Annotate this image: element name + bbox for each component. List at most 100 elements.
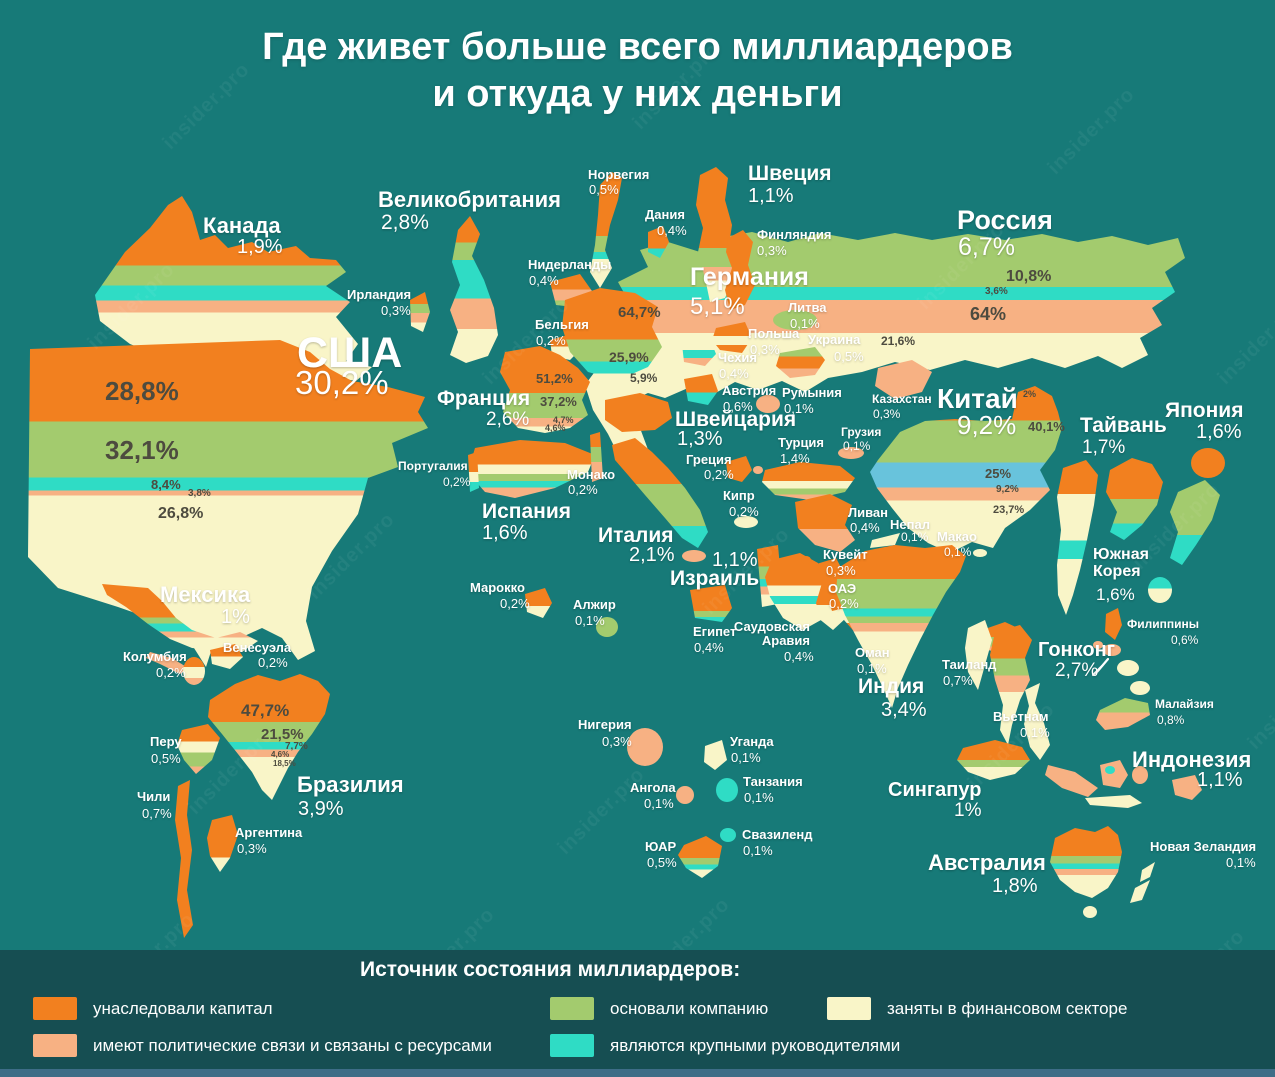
- country-value-norway: 0,5%: [589, 182, 619, 197]
- country-name-usa: США: [297, 329, 403, 377]
- country-name-oman: Оман: [855, 645, 890, 660]
- country-shape-sicily: [682, 550, 706, 562]
- country-name-finland: Финляндия: [757, 227, 832, 242]
- country-name-nigeria: Нигерия: [578, 717, 632, 732]
- country-shape-south-africa: [678, 836, 722, 878]
- country-value-venezuela: 0,2%: [258, 655, 288, 670]
- country-shape-new-zealand-south: [1130, 880, 1150, 903]
- country-value-singapore: 1%: [954, 800, 982, 821]
- legend-item-label: являются крупными руководителями: [610, 1035, 901, 1055]
- country-name-romania: Румыния: [782, 385, 842, 400]
- country-value-malaysia: 0,8%: [1157, 713, 1185, 727]
- country-shape-norway: [590, 172, 622, 288]
- country-value-lebanon: 0,4%: [850, 520, 880, 535]
- country-shape-morocco: [525, 588, 552, 618]
- country-name-mexico: Мексика: [160, 582, 251, 607]
- country-shape-macao: [973, 549, 987, 557]
- country-shape-malaysia: [1096, 698, 1150, 730]
- country-shape-kazakhstan: [875, 360, 932, 399]
- country-name-spain: Испания: [482, 500, 571, 523]
- country-name-georgia: Грузия: [841, 425, 882, 439]
- country-name-kazakhstan: Казахстан: [872, 392, 932, 406]
- segment-label-usa-inherited: 28,8%: [105, 376, 179, 406]
- country-value-netherlands: 0,4%: [529, 273, 559, 288]
- country-name-turkey: Турция: [778, 435, 825, 450]
- country-name-monaco: Монако: [567, 467, 616, 482]
- country-name-egypt: Египет: [693, 624, 737, 639]
- segment-label-france-political: 4,7%: [553, 415, 574, 425]
- country-value-argentina: 0,3%: [237, 841, 267, 856]
- segment-label-usa-executives: 8,4%: [151, 477, 181, 492]
- legend-item-executives: являются крупными руководителями: [550, 1034, 900, 1057]
- country-shape-tasmania: [1083, 906, 1097, 918]
- country-name-saudi-arabia: Саудовская Аравия: [733, 619, 810, 649]
- legend: [0, 950, 1275, 1069]
- country-shape-iran-region: [795, 494, 855, 552]
- legend-item-label: унаследовали капитал: [93, 998, 273, 1018]
- country-value-thailand: 0,7%: [943, 673, 973, 688]
- country-value-germany: 5,1%: [690, 293, 745, 320]
- country-value-oman: 0,1%: [857, 661, 887, 676]
- country-name-macao: Макао: [937, 529, 977, 544]
- legend-item-label: основали компанию: [610, 998, 769, 1018]
- country-name-ukraine: Украина: [808, 332, 861, 347]
- country-value-mexico: 1%: [221, 606, 250, 628]
- country-shape-thailand: [990, 625, 1032, 745]
- country-name-new-zealand: Новая Зеландия: [1150, 839, 1257, 854]
- country-shape-brazil: [208, 674, 330, 800]
- country-shape-portugal: [468, 452, 479, 492]
- country-value-nepal: 0,1%: [901, 530, 929, 544]
- country-value-algeria: 0,1%: [575, 613, 605, 628]
- country-value-india: 3,4%: [881, 699, 927, 721]
- country-shape-saudi-arabia: [765, 553, 822, 630]
- segment-label-brazil-founded: 21,5%: [261, 726, 304, 743]
- legend-title: Источник состояния миллиардеров:: [360, 958, 741, 981]
- segment-label-brazil-political: 4,6%: [271, 750, 290, 759]
- country-value-usa: 30,2%: [295, 364, 389, 401]
- country-shape-italy: [612, 438, 708, 548]
- inherited-color-swatch: [33, 997, 77, 1020]
- country-shape-ireland: [410, 292, 430, 332]
- country-name-denmark: Дания: [645, 207, 685, 222]
- country-value-poland: 0,3%: [750, 342, 780, 357]
- political-color-swatch: [33, 1034, 77, 1057]
- country-value-saudi-arabia: 0,4%: [784, 649, 814, 664]
- country-shape-indonesia-small: [1105, 766, 1115, 774]
- country-value-israel: 1,1%: [712, 549, 758, 571]
- country-value-nigeria: 0,3%: [602, 734, 632, 749]
- legend-item-label: имеют политические связи и связаны с рес…: [93, 1035, 492, 1055]
- country-shape-colombia: [183, 657, 205, 685]
- segment-label-russia-political: 64%: [970, 304, 1007, 324]
- country-name-chile: Чили: [137, 789, 171, 804]
- segment-label-brazil-finance: 18,5%: [273, 759, 296, 768]
- country-name-uganda: Уганда: [730, 734, 774, 749]
- country-shape-sweden: [696, 167, 735, 302]
- country-shape-denmark: [648, 226, 669, 258]
- country-name-germany: Германия: [690, 263, 809, 291]
- country-name-taiwan: Тайвань: [1080, 414, 1167, 437]
- country-shape-cyprus: [734, 516, 758, 528]
- country-shape-philippines: [1105, 608, 1122, 640]
- country-shape-central-america: [146, 652, 188, 674]
- country-shape-mexico: [102, 584, 258, 652]
- legend-item-finance: заняты в финансовом секторе: [827, 997, 1127, 1020]
- country-name-nepal: Непал: [890, 517, 930, 532]
- country-shape-japan-kyushu: [1148, 577, 1172, 603]
- country-shape-south-korea: [1106, 458, 1163, 540]
- country-value-cyprus: 0,2%: [729, 504, 759, 519]
- founded-color-swatch: [550, 997, 594, 1020]
- country-shape-germany: [562, 288, 662, 380]
- country-shape-greece: [726, 456, 752, 482]
- country-value-sweden: 1,1%: [748, 185, 794, 207]
- infographic-title: Где живет больше всего миллиардеров и от…: [0, 24, 1275, 118]
- country-name-venezuela: Венесуэла: [223, 640, 292, 655]
- legend-item-founded: основали компанию: [550, 997, 768, 1020]
- country-name-south-korea: Южная Корея: [1093, 546, 1149, 581]
- country-name-thailand: Таиланд: [942, 657, 997, 672]
- country-name-lebanon: Ливан: [848, 505, 889, 520]
- country-value-south-africa: 0,5%: [647, 855, 677, 870]
- country-shape-argentina: [207, 815, 238, 872]
- country-shape-swaziland: [720, 828, 736, 842]
- country-value-greece: 0,2%: [704, 467, 734, 482]
- country-value-chile: 0,7%: [142, 806, 172, 821]
